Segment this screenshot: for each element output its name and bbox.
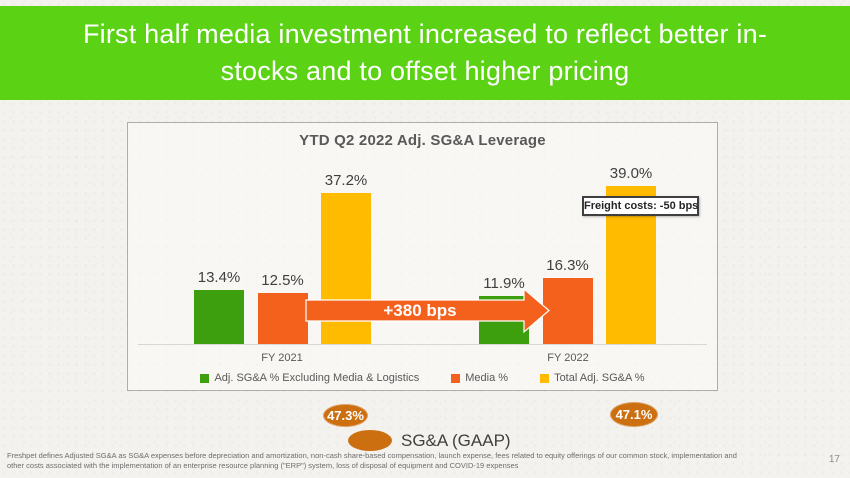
- legend-item: Adj. SG&A % Excluding Media & Logistics: [200, 372, 419, 384]
- bar-fy2021-series3: [321, 193, 371, 344]
- gaap-badge-fy2022: 47.1%: [610, 402, 658, 427]
- slide-title-line-2: stocks and to offset higher pricing: [220, 56, 630, 86]
- x-axis-label-fy2021: FY 2021: [261, 352, 303, 364]
- bar-value-label: 13.4%: [197, 269, 241, 286]
- footnote: Freshpet defines Adjusted SG&A as SG&A e…: [7, 451, 737, 471]
- chart-legend: Adj. SG&A % Excluding Media & Logistics …: [128, 372, 717, 384]
- bar-fy2021-series1: [194, 290, 244, 344]
- bar-fy2021-series2: [257, 293, 308, 344]
- bar-value-label: 11.9%: [483, 275, 525, 292]
- slide-title-line-1: First half media investment increased to…: [82, 19, 768, 49]
- bar-value-label: 39.0%: [609, 165, 653, 182]
- legend-label: Total Adj. SG&A %: [554, 372, 645, 384]
- footnote-line-2: other costs associated with the implemen…: [7, 461, 519, 470]
- legend-color-swatch: [451, 373, 461, 383]
- bar-fy2022-series2: [542, 278, 593, 344]
- bar-value-label: 12.5%: [261, 272, 304, 289]
- footnote-line-1: Freshpet defines Adjusted SG&A as SG&A e…: [7, 451, 737, 460]
- legend-item: Media %: [451, 372, 508, 384]
- bar-value-label: 16.3%: [546, 257, 589, 274]
- gaap-oval-icon: [348, 430, 392, 451]
- x-axis-label-fy2022: FY 2022: [547, 352, 589, 364]
- gaap-badge-fy2021: 47.3%: [323, 404, 368, 427]
- legend-label: Adj. SG&A % Excluding Media & Logistics: [214, 372, 420, 384]
- bar-value-label: 37.2%: [324, 172, 368, 189]
- gaap-legend: SG&A (GAAP): [348, 430, 511, 451]
- x-axis-line: [138, 344, 707, 345]
- sgna-leverage-chart: YTD Q2 2022 Adj. SG&A Leverage FY 2021 F…: [127, 122, 718, 391]
- legend-label: Media %: [465, 372, 509, 384]
- page-number: 17: [828, 454, 840, 465]
- slide-title-banner: First half media investment increased to…: [0, 6, 850, 100]
- legend-item: Total Adj. SG&A %: [540, 372, 645, 384]
- gaap-legend-label: SG&A (GAAP): [401, 430, 511, 450]
- legend-color-swatch: [200, 373, 210, 383]
- chart-title: YTD Q2 2022 Adj. SG&A Leverage: [299, 132, 546, 149]
- freight-costs-callout: Freight costs: -50 bps: [582, 196, 699, 216]
- bar-fy2022-series1: [479, 296, 529, 344]
- plot-area: FY 2021 FY 2022 13.4% 12.5% 37.2% 11.9% 16.3…: [128, 123, 717, 390]
- legend-color-swatch: [540, 373, 550, 383]
